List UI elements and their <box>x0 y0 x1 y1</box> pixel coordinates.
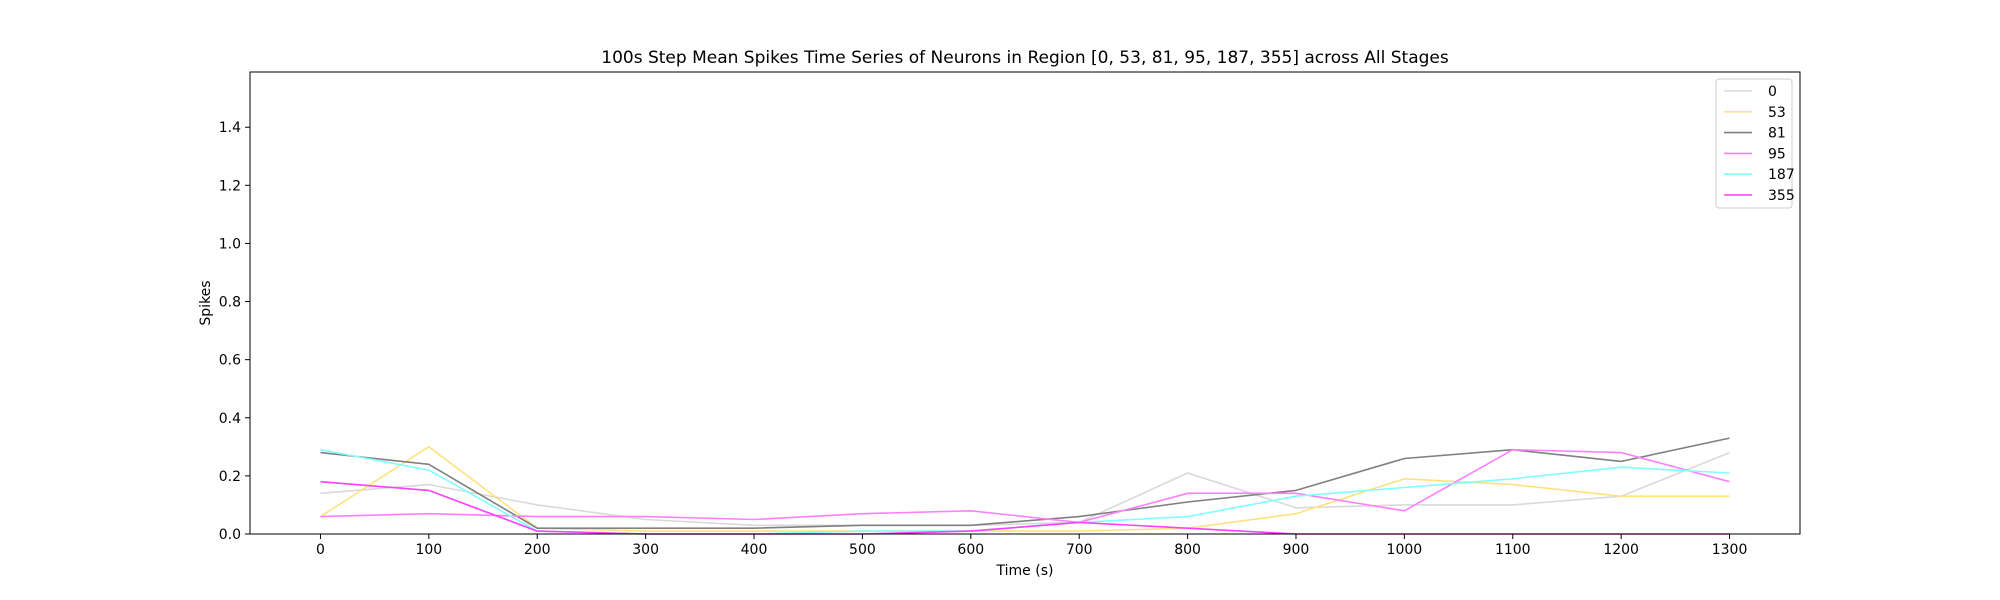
x-tick-label: 600 <box>957 542 984 558</box>
x-tick-label: 1000 <box>1387 542 1423 558</box>
plot-frame <box>249 71 1801 535</box>
y-tick-label: 0.4 <box>219 411 241 427</box>
y-tick-label: 1.0 <box>219 236 241 252</box>
x-axis-ticks: 0 100 200 300 400 500 600 700 800 900 1000 1100 1200… <box>316 534 1747 558</box>
x-tick-label: 1200 <box>1603 542 1639 558</box>
x-tick-label: 900 <box>1283 542 1310 558</box>
legend-label-95: 95 <box>1768 146 1786 162</box>
series-line-81 <box>320 437 1730 530</box>
x-tick-label: 100 <box>415 542 442 558</box>
series-line-95 <box>320 448 1730 524</box>
x-tick-label: 800 <box>1174 542 1201 558</box>
x-tick-label: 1100 <box>1495 542 1531 558</box>
x-tick-label: 400 <box>741 542 768 558</box>
series-line-0 <box>320 451 1730 527</box>
legend-label-81: 81 <box>1768 126 1786 142</box>
y-axis-ticks: 0.0 0.2 0.4 0.6 0.8 1.0 1.2 1.4 <box>219 120 250 543</box>
x-tick-label: 1300 <box>1712 542 1748 558</box>
legend-label-53: 53 <box>1768 105 1786 121</box>
legend-label-187: 187 <box>1768 167 1795 183</box>
x-axis-label: Time (s) <box>996 563 1054 579</box>
y-tick-label: 0.8 <box>219 295 241 311</box>
plot-area <box>250 72 1800 534</box>
y-axis-label: Spikes <box>198 280 214 325</box>
x-tick-label: 200 <box>524 542 551 558</box>
y-tick-label: 0.2 <box>219 469 241 485</box>
legend: 0 53 81 95 187 355 <box>1715 78 1795 209</box>
x-tick-label: 700 <box>1066 542 1093 558</box>
y-tick-label: 0.0 <box>219 527 241 543</box>
legend-label-0: 0 <box>1768 84 1777 100</box>
y-tick-label: 1.2 <box>219 178 241 194</box>
chart-title: 100s Step Mean Spikes Time Series of Neu… <box>601 48 1449 68</box>
y-tick-label: 1.4 <box>219 120 241 136</box>
x-tick-label: 300 <box>632 542 659 558</box>
legend-label-355: 355 <box>1768 188 1795 204</box>
x-tick-label: 500 <box>849 542 876 558</box>
x-tick-label: 0 <box>316 542 325 558</box>
y-tick-label: 0.6 <box>219 353 241 369</box>
